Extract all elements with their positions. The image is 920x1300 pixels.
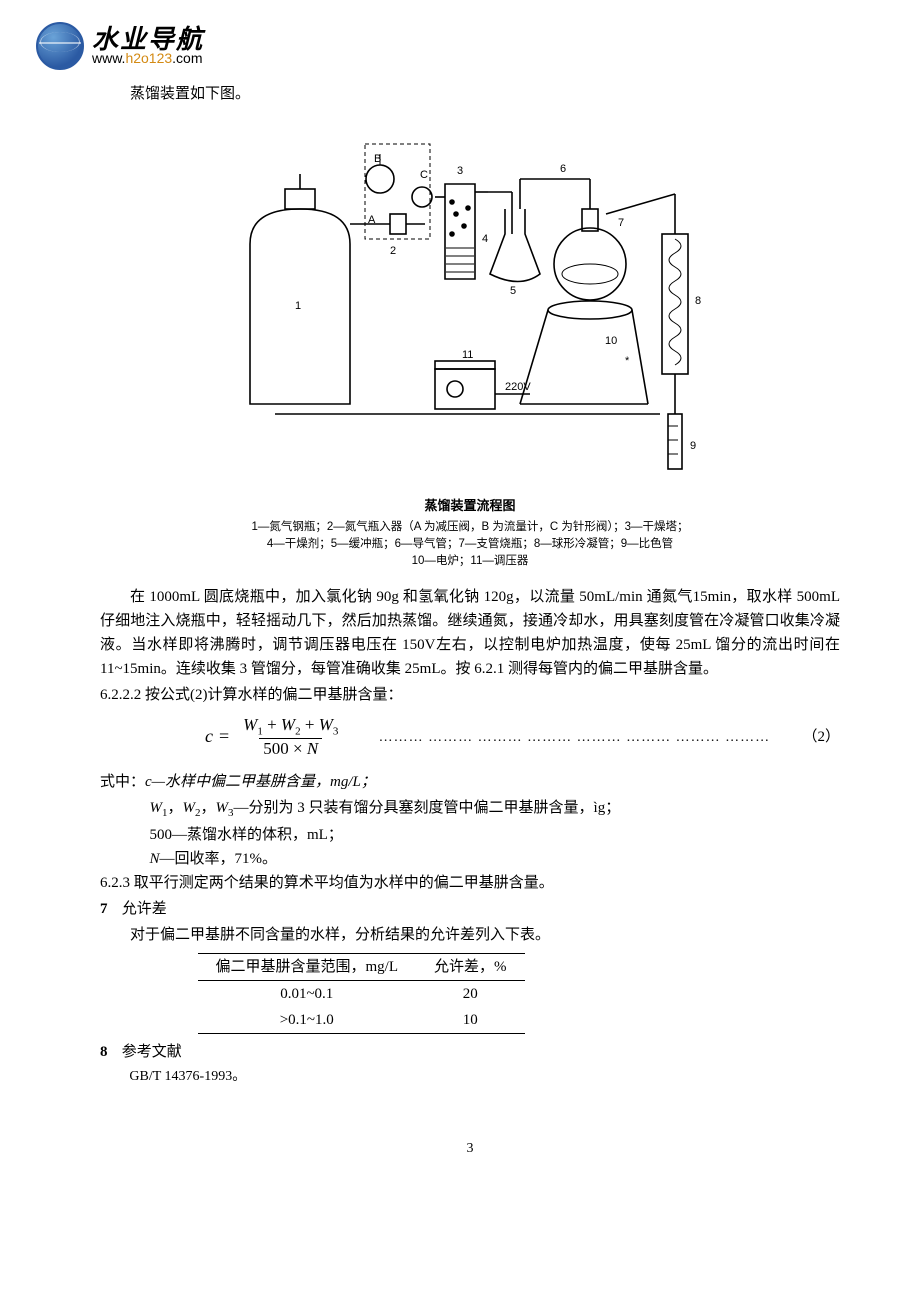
label-1: 1 <box>295 300 301 312</box>
site-logo: 水业导航 www.h2o123.com <box>36 22 204 70</box>
diagram-legend: 1—氮气钢瓶；2—氮气瓶入器（A 为减压阀，B 为流量计，C 为针形阀）；3—干… <box>220 519 720 571</box>
tolerance-table: 偏二甲基肼含量范围，mg/L 允许差，% 0.01~0.1 20 >0.1~1.… <box>198 953 525 1034</box>
star-icon: * <box>625 355 630 367</box>
label-10: 10 <box>605 335 617 347</box>
formula-2: c = W1 + W2 + W3 500 × N ……… ……… ……… ………… <box>100 715 840 759</box>
logo-url: www.h2o123.com <box>92 51 204 66</box>
label-11: 11 <box>462 349 473 361</box>
table-row: >0.1~1.0 10 <box>198 1007 525 1034</box>
where-N: N—回收率，71%。 <box>100 847 840 871</box>
logo-cn-text: 水业导航 <box>92 26 204 53</box>
main-paragraph: 在 1000mL 圆底烧瓶中，加入氯化钠 90g 和氢氧化钠 120g，以流量 … <box>100 585 840 681</box>
clause-623: 6.2.3 取平行测定两个结果的算术平均值为水样中的偏二甲基肼含量。 <box>100 871 840 895</box>
reference-1: GB/T 14376-1993。 <box>100 1066 840 1088</box>
label-6: 6 <box>560 163 566 175</box>
label-5: 5 <box>510 285 516 297</box>
section-8: 8 参考文献 <box>100 1040 840 1064</box>
table-col2-header: 允许差，% <box>416 953 525 980</box>
intro-line: 蒸馏装置如下图。 <box>100 82 840 106</box>
label-C: C <box>420 169 428 181</box>
globe-icon <box>36 22 84 70</box>
label-8: 8 <box>695 295 701 307</box>
label-7: 7 <box>618 217 624 229</box>
distillation-diagram: 1 B A C 2 <box>230 114 710 484</box>
where-W: W1，W2，W3—分别为 3 只装有馏分具塞刻度管中偏二甲基肼含量，ìg； <box>100 796 840 823</box>
where-500: 500—蒸馏水样的体积，mL； <box>100 823 840 847</box>
section-7: 7 允许差 <box>100 897 840 921</box>
table-row: 0.01~0.1 20 <box>198 980 525 1007</box>
label-A: A <box>368 214 376 226</box>
label-B: B <box>374 153 381 165</box>
diagram-caption: 蒸馏装置流程图 <box>100 496 840 517</box>
label-9: 9 <box>690 440 696 452</box>
where-block: 式中：c—水样中偏二甲基肼含量，mg/L； <box>100 770 840 794</box>
label-3: 3 <box>457 165 463 177</box>
sec7-body: 对于偏二甲基肼不同含量的水样，分析结果的允许差列入下表。 <box>100 923 840 947</box>
label-4: 4 <box>482 233 488 245</box>
label-220v: 220V <box>505 381 531 393</box>
label-2: 2 <box>390 245 396 257</box>
page-number: 3 <box>100 1138 840 1160</box>
table-col1-header: 偏二甲基肼含量范围，mg/L <box>198 953 417 980</box>
clause-6222: 6.2.2.2 按公式(2)计算水样的偏二甲基肼含量： <box>100 683 840 707</box>
